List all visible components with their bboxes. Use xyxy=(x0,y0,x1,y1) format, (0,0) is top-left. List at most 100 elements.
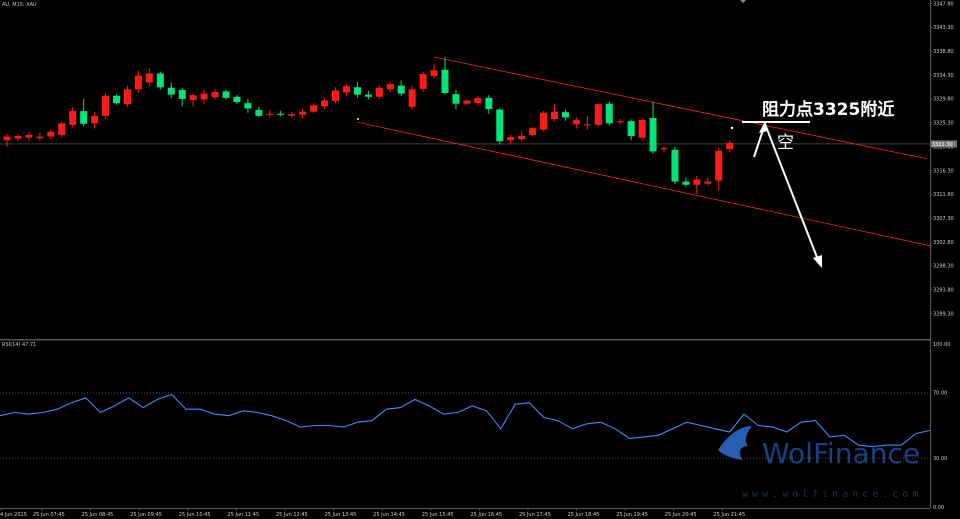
candle-body xyxy=(47,131,55,137)
channel-anchor-dot xyxy=(357,118,359,120)
time-tick-label: 25 Jun 20:45 xyxy=(665,512,697,518)
price-tick-label: 3307.30 xyxy=(933,216,954,222)
candle-body xyxy=(134,75,142,90)
rsi-line xyxy=(0,393,931,448)
candle-body xyxy=(463,100,471,104)
resistance-annotation: 阻力点3325附近 空 xyxy=(357,99,894,268)
time-tick-label: 25 Jun 10:45 xyxy=(179,512,211,518)
price-tick-label: 3329.80 xyxy=(933,97,954,103)
candle-body xyxy=(145,73,153,83)
candle-body xyxy=(529,128,537,135)
price-tick-label: 3302.80 xyxy=(933,240,954,246)
current-price-tag-text: 3321.30 xyxy=(932,142,953,148)
price-tick-label: 3343.30 xyxy=(933,25,954,31)
time-axis: 4 Jun 2025 25 Jun 07:45 25 Jun 08:45 25 Jun… xyxy=(0,508,745,518)
time-tick-label: 25 Jun 08:45 xyxy=(82,512,114,518)
candle-body xyxy=(561,112,569,118)
candle-body xyxy=(726,142,734,150)
rsi-title: RSI(14) 47.71 xyxy=(2,342,36,348)
watermark-brand: WolFinance xyxy=(762,437,920,470)
candle-body xyxy=(69,111,77,125)
channel-line xyxy=(357,121,933,247)
candle-body xyxy=(342,86,350,93)
candle-body xyxy=(594,104,602,125)
candle-body xyxy=(58,123,66,135)
time-tick-label: 25 Jun 16:45 xyxy=(470,512,502,518)
marker-dot xyxy=(730,126,734,130)
price-tick-label: 3289.30 xyxy=(933,311,954,317)
candle-body xyxy=(167,87,175,95)
candle-body xyxy=(299,111,307,115)
price-tick-label: 3293.80 xyxy=(933,288,954,294)
candle-body xyxy=(123,89,131,105)
rsi-axis: 100.00 70.00 30.00 0.00 xyxy=(933,342,951,511)
candle-body xyxy=(102,95,110,116)
candle-body xyxy=(113,95,120,104)
arrow-down-head-icon xyxy=(813,255,822,268)
candle-body xyxy=(671,149,679,182)
time-tick-label: 25 Jun 21:45 xyxy=(713,512,745,518)
time-tick-label: 25 Jun 19:45 xyxy=(616,512,648,518)
candle-body xyxy=(551,111,558,120)
candle-body xyxy=(616,121,624,123)
price-tick-label: 3311.80 xyxy=(933,192,954,198)
candle-body xyxy=(496,109,504,142)
candle-body xyxy=(693,179,701,185)
price-tick-label: 3347.80 xyxy=(933,1,954,7)
candle-body xyxy=(36,136,44,139)
candle-body xyxy=(189,95,197,100)
time-tick-label: 25 Jun 11:45 xyxy=(227,512,259,518)
candle-body xyxy=(715,150,723,181)
candle-body xyxy=(704,181,712,184)
rsi-panel xyxy=(0,392,931,459)
candle-body xyxy=(441,69,449,94)
time-tick-label: 25 Jun 13:45 xyxy=(325,512,357,518)
current-price-tag: 3321.30 xyxy=(931,140,957,148)
price-channel xyxy=(357,56,933,247)
candle-body xyxy=(397,85,405,94)
candle-body xyxy=(572,120,580,125)
candle-body xyxy=(156,73,164,88)
time-tick-label: 25 Jun 17:45 xyxy=(519,512,551,518)
short-label: 空 xyxy=(777,133,794,153)
candles-layer xyxy=(3,57,734,195)
resistance-label: 阻力点3325附近 xyxy=(762,99,894,120)
time-tick-label: 25 Jun 14:45 xyxy=(373,512,405,518)
time-tick-label: 25 Jun 09:45 xyxy=(130,512,162,518)
time-tick-label: 25 Jun 15:45 xyxy=(422,512,454,518)
candle-body xyxy=(25,134,33,138)
watermark: WolFinance www.wolfinance.com xyxy=(718,426,920,500)
candle-body xyxy=(507,137,515,141)
candle-body xyxy=(222,91,230,98)
candle-body xyxy=(660,148,668,150)
candle-body xyxy=(386,84,394,90)
candle-body xyxy=(14,136,22,139)
time-tick-label: 25 Jun 12:45 xyxy=(276,512,308,518)
time-tick-label: 25 Jun 18:45 xyxy=(568,512,600,518)
price-tick-label: 3338.80 xyxy=(933,49,954,55)
candle-body xyxy=(80,111,88,124)
candle-body xyxy=(3,136,11,141)
rsi-tick-label: 100.00 xyxy=(933,342,951,348)
rsi-tick-label: 0.00 xyxy=(933,505,944,511)
arrow-up-head-icon xyxy=(759,121,768,133)
candle-body xyxy=(211,92,219,98)
price-tick-label: 3334.30 xyxy=(933,73,954,79)
candle-body xyxy=(583,124,591,126)
candle-body xyxy=(244,103,252,109)
price-tick-label: 3316.30 xyxy=(933,168,954,174)
rsi-tick-label: 30.00 xyxy=(933,456,947,462)
time-tick-label: 4 Jun 2025 xyxy=(0,512,27,518)
candle-body xyxy=(321,100,329,107)
candle-body xyxy=(638,120,646,138)
candle-body xyxy=(605,103,613,124)
scroll-marker-icon[interactable] xyxy=(740,0,746,3)
candle-body xyxy=(474,97,482,104)
candle-body xyxy=(91,115,99,124)
candle-body xyxy=(518,136,526,140)
candle-body xyxy=(452,94,460,104)
candle-body xyxy=(540,112,548,130)
candle-body xyxy=(332,90,339,102)
candle-body xyxy=(375,87,383,97)
